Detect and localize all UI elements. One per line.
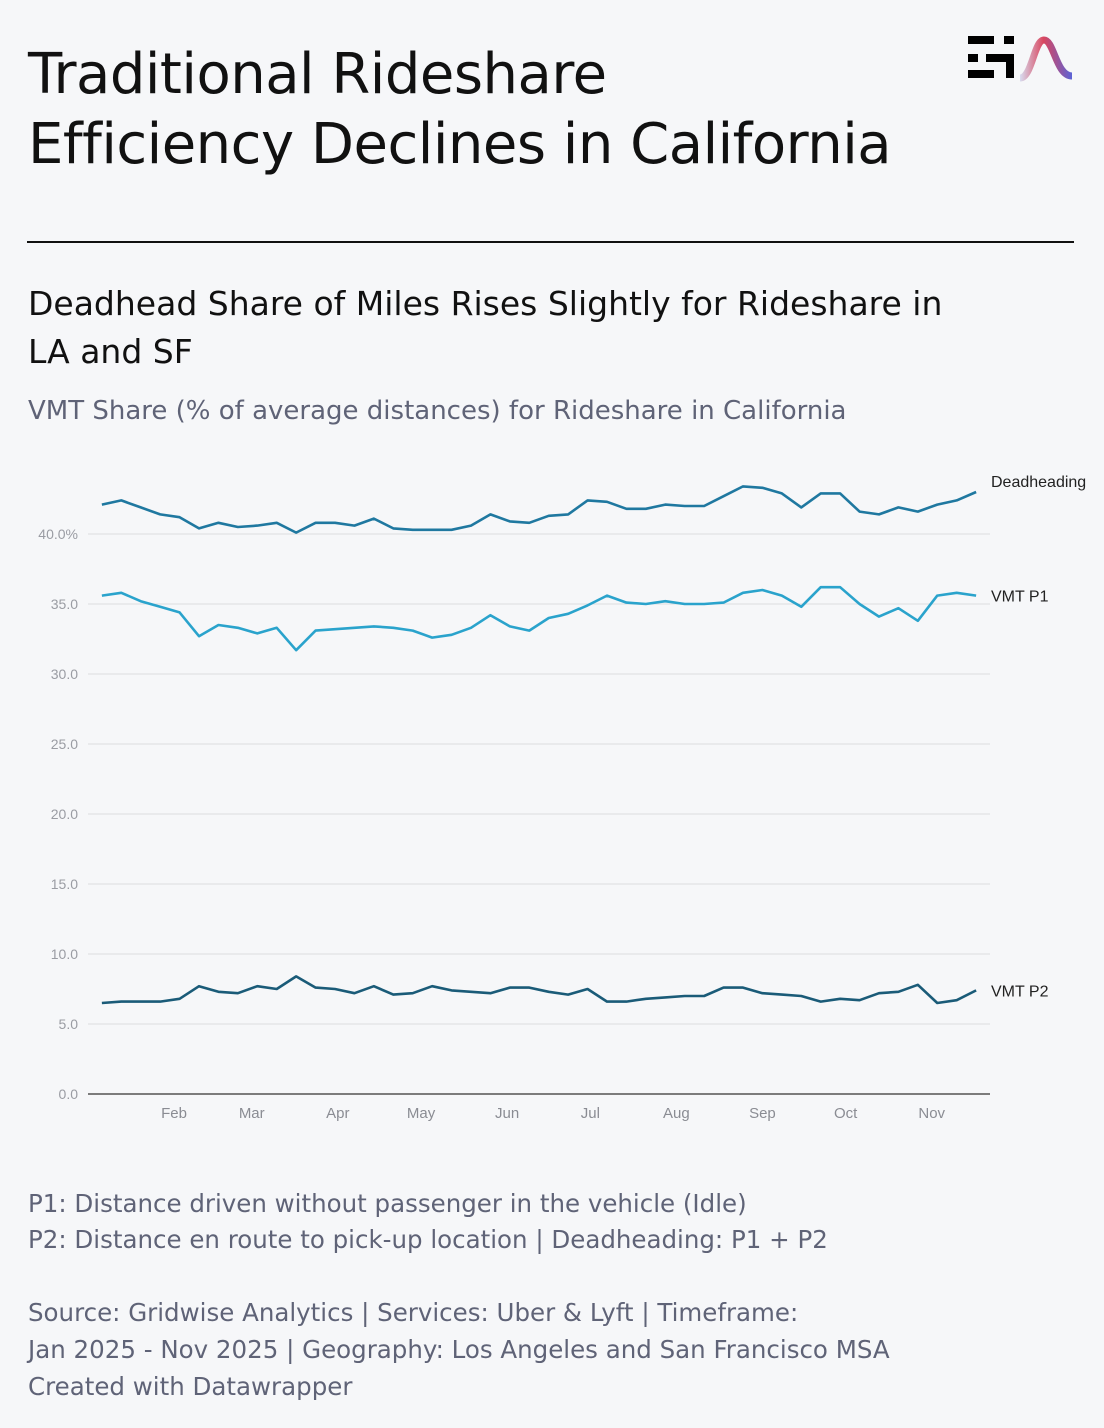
gridwise-logo [968,36,1073,82]
x-tick-label: Feb [161,1105,187,1122]
note-p2: P2: Distance en route to pick-up locatio… [28,1225,828,1254]
y-tick-label: 35.0 [51,596,78,612]
series-line-vmt-p2 [101,975,977,1005]
series-label: VMT P2 [991,983,1049,1000]
source-line: Source: Gridwise Analytics | Services: U… [28,1298,799,1327]
y-tick-label: 25.0 [51,736,78,752]
line-chart: 0.0 5.0 10.0 15.0 20.0 25.0 30.0 35.0 40.0% Feb Ma… [38,474,1086,1122]
x-tick-label: May [407,1105,436,1122]
x-tick-label: Jun [495,1105,519,1122]
series-label: Deadheading [991,474,1086,491]
y-tick-label: 0.0 [59,1086,79,1102]
y-tick-label: 20.0 [51,806,78,822]
y-tick-label: 15.0 [51,876,78,892]
x-tick-label: Jul [581,1105,600,1122]
source-line: Jan 2025 - Nov 2025 | Geography: Los Ang… [28,1335,890,1364]
y-tick-label: 10.0 [51,946,78,962]
chart-notes: P1: Distance driven without passenger in… [28,1186,828,1258]
series-line-deadheading [101,485,977,534]
credit-line: Created with Datawrapper [28,1372,353,1401]
y-tick-label: 40.0% [38,526,78,542]
series-line-vmt-p1 [101,585,977,652]
page-title: Traditional Rideshare Efficiency Decline… [28,42,892,177]
note-p1: P1: Distance driven without passenger in… [28,1189,747,1218]
series-label: VMT P1 [991,589,1049,606]
x-tick-label: Sep [749,1105,776,1122]
x-tick-label: Nov [918,1105,945,1122]
x-tick-label: Aug [663,1105,690,1122]
source-footer: Source: Gridwise Analytics | Services: U… [28,1294,890,1405]
x-tick-label: Oct [834,1105,858,1122]
x-tick-label: Mar [239,1105,265,1122]
y-tick-label: 5.0 [59,1016,79,1032]
title-divider [27,241,1074,243]
chart-description: VMT Share (% of average distances) for R… [28,396,847,426]
x-tick-label: Apr [326,1105,349,1122]
chart-subtitle: Deadhead Share of Miles Rises Slightly f… [28,284,943,371]
y-tick-label: 30.0 [51,666,78,682]
